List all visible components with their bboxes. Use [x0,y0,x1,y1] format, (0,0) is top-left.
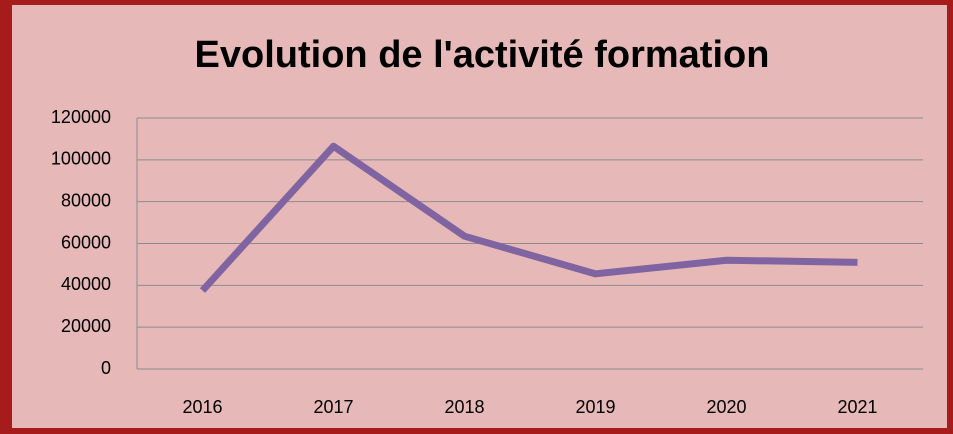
x-tick-label: 2019 [575,397,615,417]
x-tick-label: 2017 [313,397,353,417]
x-tick-label: 2016 [182,397,222,417]
chart-title: Evolution de l'activité formation [195,34,770,76]
x-tick-label: 2018 [444,397,484,417]
y-tick-label: 20000 [61,316,111,336]
y-tick-label: 60000 [61,232,111,252]
chart-background [12,5,947,428]
x-tick-label: 2020 [706,397,746,417]
y-tick-label: 80000 [61,190,111,210]
y-tick-label: 0 [101,358,111,378]
y-tick-label: 100000 [51,149,111,169]
y-tick-label: 40000 [61,274,111,294]
y-tick-label: 120000 [51,107,111,127]
x-tick-label: 2021 [837,397,877,417]
data-line [199,142,858,293]
